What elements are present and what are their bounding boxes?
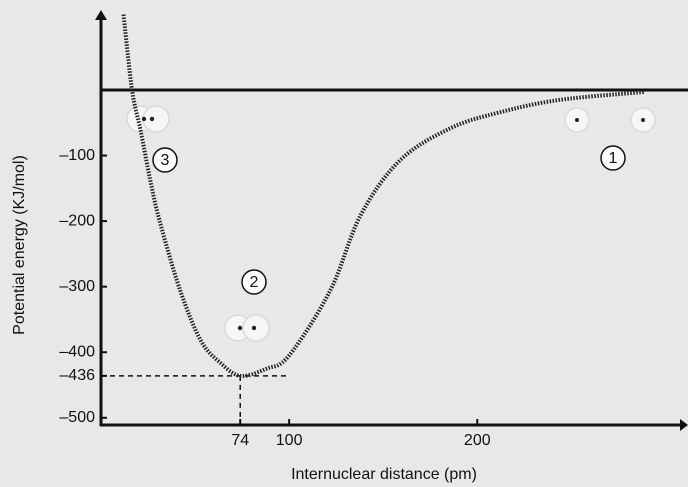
annotation: 3 [161,152,170,169]
annotation-ring [600,145,626,171]
y-tick-label: –400 [59,343,95,360]
atom-1b [630,107,656,133]
energy-curve [121,14,645,378]
atom-1a [564,107,590,133]
annotation-ring [152,147,178,173]
x-axis-arrow [680,419,688,431]
x-tick-label: 200 [464,432,491,449]
annotation-ring [241,269,267,295]
y-axis-label: Potential energy (KJ/mol) [11,155,28,335]
y-tick-label: –436 [59,367,95,384]
annotation: 1 [609,150,618,167]
atom-pair-3 [126,105,170,133]
y-tick-label: –200 [59,212,95,229]
x-tick-label: 100 [276,432,303,449]
x-axis-label: Internuclear distance (pm) [291,466,477,483]
atom-pair-2 [224,314,270,342]
y-tick-label: –500 [59,409,95,426]
y-tick-label: –300 [59,278,95,295]
x-tick-label: 74 [231,432,249,449]
y-tick-label: –100 [59,147,95,164]
annotation: 2 [250,274,259,291]
y-axis-arrow [95,10,107,20]
